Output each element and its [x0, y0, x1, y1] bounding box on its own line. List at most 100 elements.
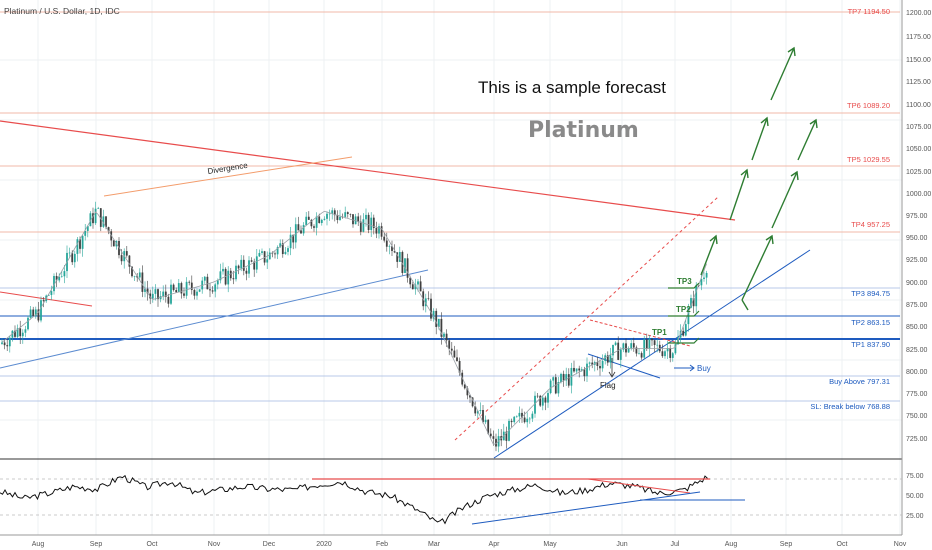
- candle-body: [159, 296, 162, 300]
- candle-body: [354, 216, 357, 225]
- candle-body: [411, 284, 414, 290]
- candle-body: [268, 252, 271, 260]
- candle-body: [263, 251, 266, 263]
- tp-steps: [668, 282, 700, 344]
- candle-body: [32, 309, 35, 316]
- candle-body: [6, 345, 9, 347]
- candle-body: [248, 260, 250, 274]
- candle-body: [14, 330, 16, 337]
- candle-body: [60, 276, 63, 277]
- candle-body: [393, 250, 396, 253]
- candle-body: [638, 353, 640, 354]
- support-levels: [0, 287, 900, 402]
- candle-body: [89, 213, 92, 227]
- candle-body: [235, 265, 237, 280]
- candle-body: [222, 268, 224, 272]
- candle-body: [292, 234, 295, 243]
- candle-body: [53, 276, 55, 292]
- rsi-falling-line: [587, 478, 691, 494]
- tp5-label: TP5 1029.55: [847, 155, 890, 164]
- candle-body: [3, 342, 6, 346]
- candle-body: [336, 215, 339, 221]
- candle-body: [144, 288, 146, 292]
- candle-body: [359, 221, 362, 232]
- rsi-line: [0, 474, 708, 525]
- tp-step-labels: TP1 TP2 TP3: [652, 277, 692, 337]
- svg-text:800.00: 800.00: [906, 369, 928, 376]
- candle-body: [19, 328, 22, 337]
- candles: [1, 201, 708, 453]
- svg-text:850.00: 850.00: [906, 324, 928, 331]
- candle-body: [391, 246, 393, 251]
- candle-body: [99, 208, 102, 227]
- arrow-a: [700, 235, 717, 276]
- candle-body: [703, 277, 705, 279]
- svg-text:750.00: 750.00: [906, 413, 928, 420]
- candle-body: [606, 355, 609, 363]
- candle-body: [68, 252, 71, 254]
- level-labels: TP7 1194.50 TP6 1089.20 TP5 1029.55 TP4 …: [810, 7, 890, 411]
- candle-body: [430, 298, 432, 319]
- candle-body: [471, 397, 474, 407]
- candle-body: [21, 332, 24, 337]
- arrow-f-head: [790, 170, 799, 181]
- candle-body: [112, 240, 115, 247]
- candle-body: [318, 216, 321, 224]
- candle-body: [42, 300, 45, 302]
- candle-body: [604, 355, 607, 361]
- forecast-title: This is a sample forecast: [478, 78, 667, 97]
- svg-text:1050.00: 1050.00: [906, 146, 931, 153]
- candle-body: [331, 210, 334, 214]
- candle-body: [437, 318, 440, 327]
- candle-body: [536, 395, 539, 397]
- candle-body: [539, 395, 542, 406]
- candle-body: [427, 298, 430, 299]
- candle-body: [474, 406, 477, 414]
- svg-text:Nov: Nov: [208, 541, 221, 548]
- candle-body: [612, 344, 614, 356]
- candle-body: [645, 339, 648, 349]
- svg-text:50.00: 50.00: [906, 493, 924, 500]
- long-resistance-line: [0, 120, 736, 221]
- candle-body: [24, 329, 27, 333]
- candle-body: [320, 219, 323, 224]
- forecast-arrows: [700, 46, 818, 311]
- candle-body: [253, 261, 256, 270]
- candle-body: [440, 318, 443, 337]
- svg-text:1100.00: 1100.00: [906, 102, 931, 109]
- svg-text:1175.00: 1175.00: [906, 34, 931, 41]
- candle-body: [406, 258, 409, 278]
- time-axis: Aug Sep Oct Nov Dec 2020 Feb Mar Apr May…: [32, 541, 907, 548]
- svg-text:1125.00: 1125.00: [906, 79, 931, 86]
- candle-body: [281, 243, 284, 255]
- candle-body: [50, 291, 53, 295]
- stop-loss-label: SL: Break below 768.88: [810, 402, 890, 411]
- candle-body: [375, 228, 378, 234]
- candle-body: [469, 395, 471, 398]
- candle-body: [588, 362, 591, 364]
- channel-bottom-line: [493, 249, 811, 459]
- candle-body: [193, 289, 196, 296]
- candle-body: [669, 348, 672, 358]
- candle-body: [63, 271, 66, 277]
- candle-body: [79, 239, 81, 249]
- candle-body: [203, 276, 206, 281]
- candle-body: [209, 289, 211, 291]
- candle-body: [157, 289, 159, 300]
- candle-body: [653, 340, 656, 345]
- candle-body: [198, 289, 201, 292]
- candle-body: [58, 276, 61, 281]
- arrow-d-head: [787, 46, 796, 57]
- candle-body: [573, 367, 575, 372]
- flag-bottom-line: [587, 353, 661, 379]
- candle-body: [523, 417, 526, 423]
- candle-body: [479, 410, 482, 411]
- candle-body: [609, 355, 612, 363]
- candle-body: [700, 278, 703, 286]
- candle-body: [690, 298, 692, 308]
- candle-body: [279, 243, 282, 248]
- candle-body: [414, 284, 417, 290]
- flag-text: Flag: [600, 381, 616, 390]
- candle-body: [664, 351, 666, 357]
